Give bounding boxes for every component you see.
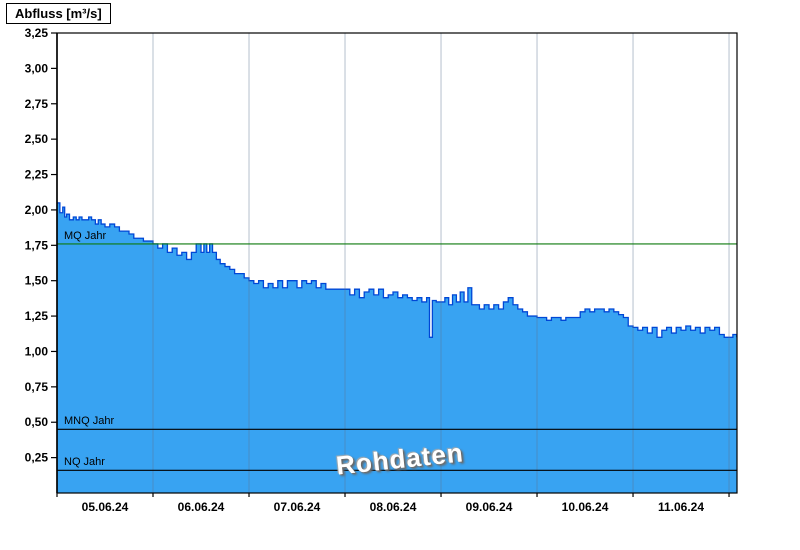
x-date-label: 11.06.24: [658, 500, 704, 514]
chart-title-box: Abfluss [m³/s]: [6, 3, 111, 24]
x-date-label: 09.06.24: [466, 500, 513, 514]
y-tick-label: 2,00: [25, 203, 49, 217]
y-tick-label: 1,75: [25, 238, 49, 252]
y-tick-label: 0,75: [25, 380, 49, 394]
discharge-area: [57, 202, 737, 493]
nq-jahr-line-label: NQ Jahr: [64, 456, 105, 468]
y-tick-label: 0,50: [25, 415, 49, 429]
y-tick-label: 2,50: [25, 132, 49, 146]
mq-jahr-line-label: MQ Jahr: [64, 230, 107, 242]
y-tick-label: 3,00: [25, 61, 49, 75]
y-tick-label: 3,25: [25, 26, 49, 40]
y-tick-label: 2,75: [25, 97, 49, 111]
x-date-label: 07.06.24: [274, 500, 321, 514]
y-tick-label: 1,50: [25, 274, 49, 288]
x-date-label: 06.06.24: [178, 500, 225, 514]
x-date-label: 08.06.24: [370, 500, 417, 514]
y-tick-label: 1,00: [25, 344, 49, 358]
y-tick-label: 2,25: [25, 168, 49, 182]
x-date-label: 10.06.24: [562, 500, 609, 514]
mnq-jahr-line-label: MNQ Jahr: [64, 415, 115, 427]
y-tick-label: 0,25: [25, 451, 49, 465]
x-date-label: 05.06.24: [82, 500, 129, 514]
y-tick-label: 1,25: [25, 309, 49, 323]
chart-title: Abfluss [m³/s]: [15, 6, 102, 21]
